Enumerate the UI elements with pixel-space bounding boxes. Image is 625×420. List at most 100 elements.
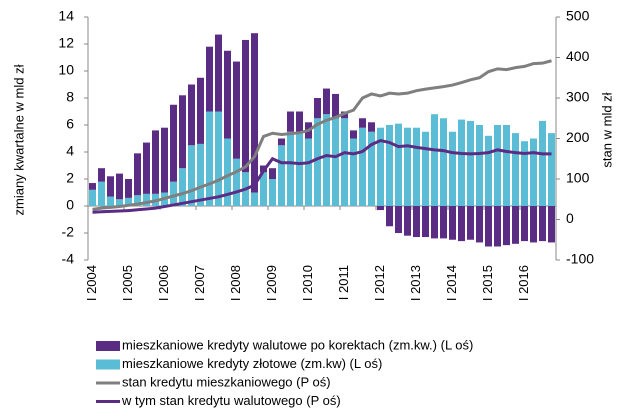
bar xyxy=(512,206,519,244)
bar xyxy=(413,206,420,238)
legend-label: mieszkaniowe kredyty walutowe po korekta… xyxy=(122,337,473,352)
y-tick-label: 0 xyxy=(66,197,74,213)
bar xyxy=(458,119,465,206)
bar xyxy=(332,118,339,206)
bar xyxy=(170,104,177,182)
bar xyxy=(116,199,123,206)
bar xyxy=(152,130,159,194)
bar xyxy=(125,179,132,198)
line xyxy=(92,138,552,214)
bar xyxy=(224,50,231,139)
bar xyxy=(188,84,195,146)
bar xyxy=(413,127,420,206)
bar xyxy=(251,192,258,206)
x-tick-label: I 2005 xyxy=(120,265,135,301)
bar xyxy=(350,130,357,139)
y2-tick-label: 100 xyxy=(566,170,590,186)
bar xyxy=(386,206,393,227)
bar xyxy=(332,93,339,119)
x-tick-label: I 2008 xyxy=(228,265,243,301)
bar xyxy=(314,98,321,119)
bar xyxy=(422,206,429,238)
bar xyxy=(521,206,528,242)
bar xyxy=(143,142,150,194)
bar xyxy=(512,133,519,206)
bar xyxy=(476,206,483,243)
bar xyxy=(485,206,492,247)
bar xyxy=(368,131,375,206)
x-tick-label: I 2010 xyxy=(300,265,315,301)
bar xyxy=(377,127,384,206)
bar xyxy=(395,206,402,233)
bar xyxy=(89,183,96,190)
x-tick-label: I 2007 xyxy=(192,265,207,301)
bar xyxy=(548,206,555,243)
bar xyxy=(503,206,510,246)
bar xyxy=(161,127,168,193)
bar xyxy=(116,173,123,200)
bar xyxy=(530,138,537,206)
y2-tick-label: -100 xyxy=(566,251,594,267)
bar xyxy=(296,111,303,132)
bar xyxy=(278,138,285,146)
bar xyxy=(206,46,213,112)
bar xyxy=(539,206,546,242)
y-tick-label: 4 xyxy=(66,143,74,159)
bar xyxy=(530,206,537,243)
bar xyxy=(170,181,177,206)
bar xyxy=(431,206,438,239)
bar xyxy=(422,131,429,206)
bar xyxy=(449,206,456,240)
bar xyxy=(98,168,105,182)
bar xyxy=(260,172,267,206)
y2-axis-label: stan w mld zł xyxy=(599,92,614,167)
bar xyxy=(449,131,456,206)
bar xyxy=(548,133,555,206)
bar xyxy=(521,141,528,206)
y-tick-label: -2 xyxy=(62,224,75,240)
line xyxy=(92,59,552,211)
legend-label: stan kredytu mieszkaniowego (P oś) xyxy=(122,374,331,389)
bar xyxy=(134,195,141,206)
bar xyxy=(539,120,546,206)
x-tick-label: I 2014 xyxy=(444,265,459,301)
bar xyxy=(494,125,501,206)
bar xyxy=(188,145,195,206)
bar xyxy=(98,181,105,206)
x-tick-label: I 2004 xyxy=(84,265,99,301)
bar xyxy=(296,131,303,206)
bar xyxy=(179,168,186,206)
y-tick-label: 10 xyxy=(58,62,74,78)
bar xyxy=(476,125,483,206)
y-tick-label: 12 xyxy=(58,35,74,51)
bar xyxy=(269,179,276,206)
bar xyxy=(431,114,438,206)
x-tick-label: I 2013 xyxy=(408,265,423,301)
y-tick-label: 8 xyxy=(66,89,74,105)
x-tick-label: I 2011 xyxy=(336,265,351,300)
bar xyxy=(215,34,222,112)
y2-tick-label: 0 xyxy=(566,210,574,226)
y-tick-label: 2 xyxy=(66,170,74,186)
bar xyxy=(323,88,330,115)
bar xyxy=(377,206,384,211)
bar xyxy=(368,122,375,132)
bar xyxy=(125,197,132,206)
y-axis-label: zmiany kwartalne w mld zł xyxy=(11,64,26,215)
bar xyxy=(224,138,231,206)
bar xyxy=(215,111,222,206)
bar xyxy=(314,118,321,206)
bar xyxy=(197,77,204,144)
bar xyxy=(179,95,186,169)
bar xyxy=(206,111,213,206)
bar xyxy=(287,131,294,206)
bar xyxy=(494,206,501,247)
bar xyxy=(278,145,285,206)
legend-label: mieszkaniowe kredyty złotowe (zm.kw) (L … xyxy=(122,356,382,371)
bar xyxy=(305,138,312,206)
bar xyxy=(440,206,447,239)
bar xyxy=(359,127,366,206)
y2-tick-label: 200 xyxy=(566,129,590,145)
y-tick-label: -4 xyxy=(62,251,75,267)
